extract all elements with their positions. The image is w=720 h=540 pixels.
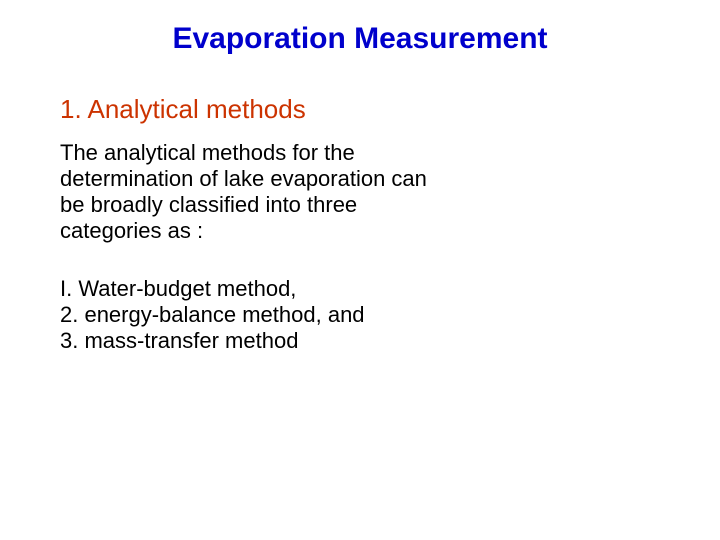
slide: Evaporation Measurement 1. Analytical me… bbox=[0, 0, 720, 540]
list-item: I. Water-budget method, bbox=[60, 276, 480, 302]
list-item: 2. energy-balance method, and bbox=[60, 302, 480, 328]
section-heading: 1. Analytical methods bbox=[60, 94, 306, 125]
slide-title: Evaporation Measurement bbox=[0, 22, 720, 56]
list-item: 3. mass-transfer method bbox=[60, 328, 480, 354]
methods-list: I. Water-budget method, 2. energy-balanc… bbox=[60, 276, 480, 354]
intro-paragraph: The analytical methods for the determina… bbox=[60, 140, 440, 244]
